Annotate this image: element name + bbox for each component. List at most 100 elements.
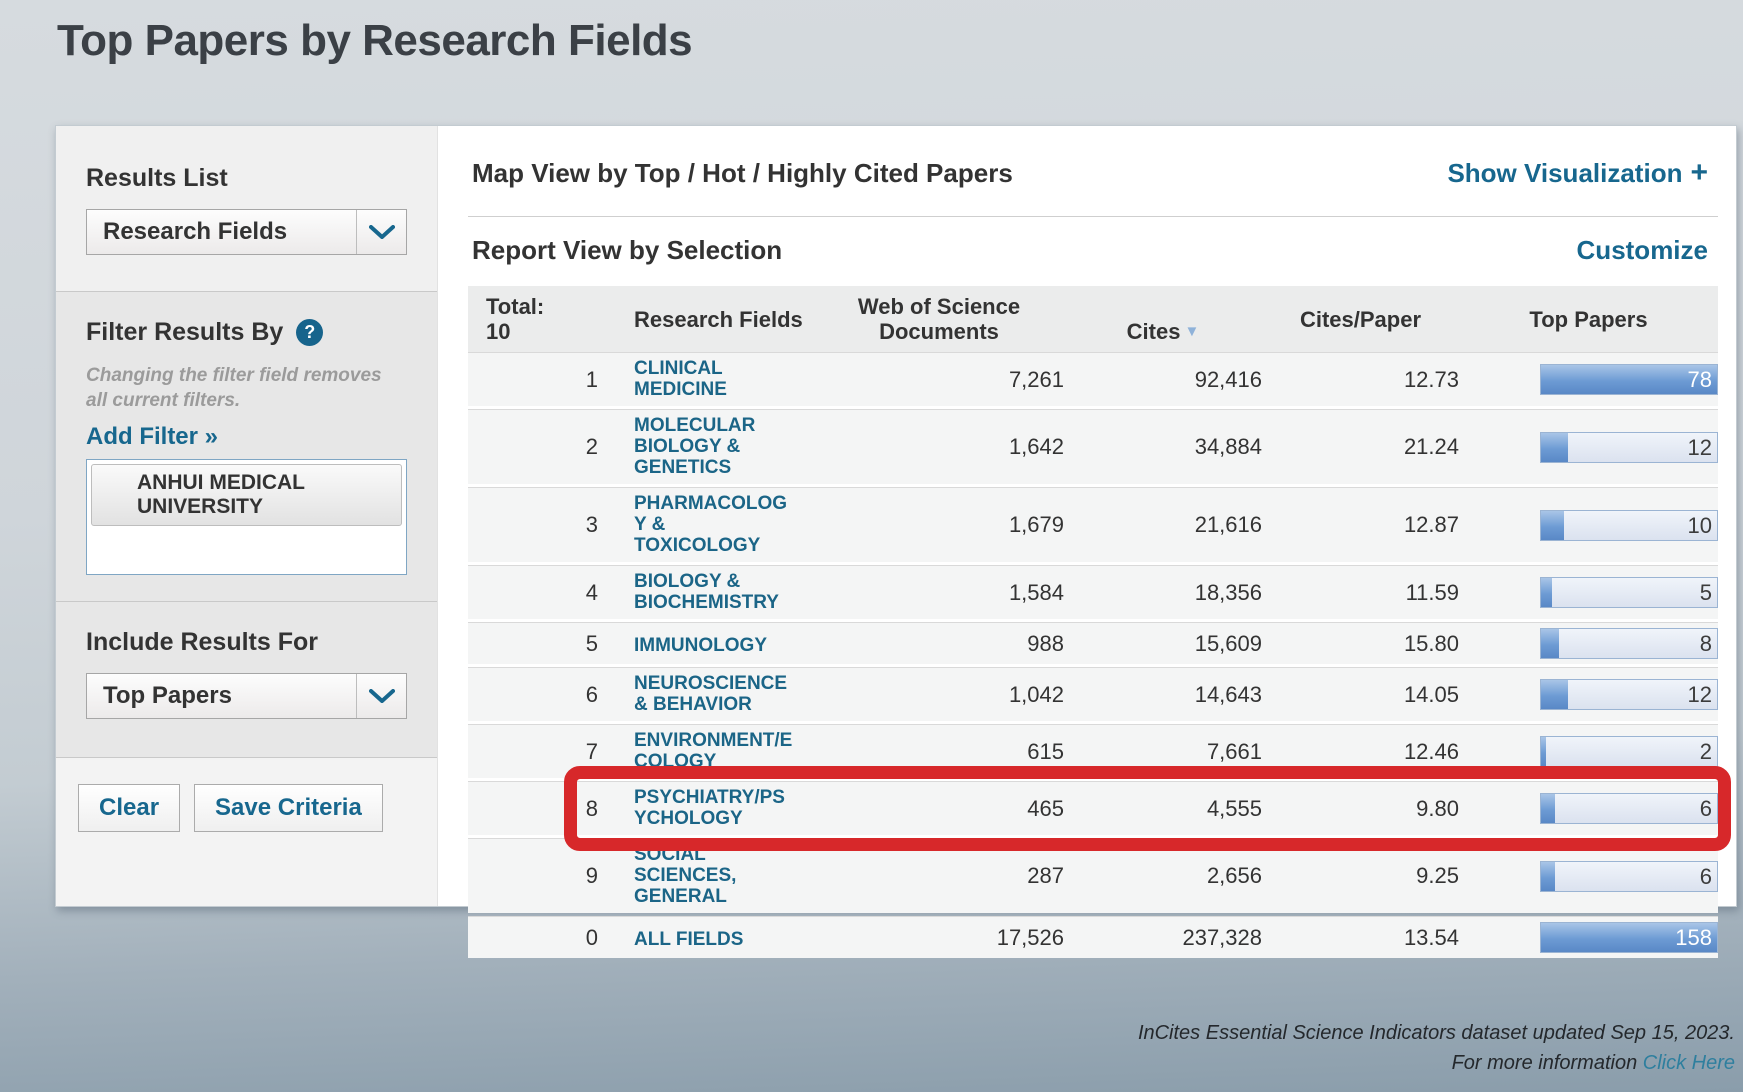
top-papers-bar: 5 [1540,577,1718,608]
top-papers-bar-fill [1541,365,1717,394]
top-papers-bar-fill [1541,680,1569,709]
row-cites: 7,661 [1206,738,1262,764]
top-papers-bar-fill [1541,629,1560,658]
filter-note: Changing the filter field removes all cu… [86,365,382,411]
row-cites-per-paper: 12.73 [1403,366,1459,392]
plus-icon[interactable]: + [1690,156,1708,189]
top-papers-bar: 10 [1540,509,1718,541]
table-row: 1 CLINICAL MEDICINE 7,261 92,416 12.73 7… [468,352,1718,406]
top-papers-value: 78 [1687,367,1712,392]
row-rank: 6 [585,681,598,707]
top-papers-bar-fill [1541,923,1717,952]
table-row-highlighted: 8 PSYCHIATRY/PS YCHOLOGY 465 4,555 9.80 … [468,766,1731,851]
table-row: 9 SOCIAL SCIENCES, GENERAL 287 2,656 9.2… [468,838,1718,913]
top-papers-bar-fill [1541,737,1546,766]
research-field-link[interactable]: ALL FIELDS [634,928,744,950]
research-field-link[interactable]: IMMUNOLOGY [634,634,767,656]
row-wos-documents: 1,642 [1008,434,1064,459]
row-rank: 5 [585,630,598,656]
include-results-select[interactable]: Top Papers [86,673,407,719]
sort-descending-icon: ▼ [1184,323,1200,340]
page-title: Top Papers by Research Fields [57,16,693,65]
top-papers-value: 5 [1699,580,1712,605]
top-papers-bar: 2 [1540,736,1718,767]
research-field-link[interactable]: ENVIRONMENT/E COLOGY [634,730,793,772]
filter-section: Filter Results By ? Changing the filter … [56,291,437,601]
row-wos-documents: 465 [1027,795,1064,821]
row-cites-per-paper: 21.24 [1403,434,1459,459]
table-row: 4 BIOLOGY & BIOCHEMISTRY 1,584 18,356 11… [468,565,1718,619]
row-rank: 2 [585,434,598,459]
column-header-cites-per-paper[interactable]: Cites/Paper [1299,306,1422,332]
top-papers-bar: 12 [1540,679,1718,710]
results-list-heading: Results List [86,164,228,192]
click-here-link[interactable]: Click Here [1642,1052,1735,1074]
chevron-down-icon [356,674,406,718]
row-cites: 237,328 [1182,924,1262,950]
column-header-cites[interactable]: Cites ▼ [1126,319,1200,344]
help-icon[interactable]: ? [296,319,324,346]
add-filter-link[interactable]: Add Filter » [86,423,219,450]
results-list-selected-value: Research Fields [103,218,288,245]
top-papers-bar: 78 [1540,364,1718,395]
column-header-top-papers[interactable]: Top Papers [1529,306,1648,332]
row-cites-per-paper: 9.80 [1416,795,1459,821]
table-row: 3 PHARMACOLOG Y & TOXICOLOGY 1,679 21,61… [468,487,1718,562]
include-results-selected-value: Top Papers [103,682,232,709]
filter-option-anhui-medical-university[interactable]: ANHUI MEDICAL UNIVERSITY [91,464,402,526]
table-header-row: Total: 10 Research Fields Web of Science… [468,286,1718,352]
top-papers-value: 6 [1699,796,1712,821]
research-field-link[interactable]: MOLECULAR BIOLOGY & GENETICS [634,415,756,478]
row-cites-per-paper: 13.54 [1403,924,1459,950]
report-view-title: Report View by Selection [472,235,783,265]
research-field-link[interactable]: NEUROSCIENCE & BEHAVIOR [634,673,788,715]
row-cites: 2,656 [1206,863,1262,888]
sidebar: Results List Research Fields Filter Resu… [56,126,438,906]
sidebar-actions: Clear Save Criteria [56,757,437,906]
top-papers-bar: 158 [1540,922,1718,953]
show-visualization-link[interactable]: Show Visualization [1447,157,1683,188]
top-papers-value: 12 [1687,434,1712,460]
row-rank: 9 [585,863,598,888]
research-field-link[interactable]: CLINICAL MEDICINE [634,358,727,400]
clear-button[interactable]: Clear [78,784,181,832]
top-papers-bar-fill [1541,861,1555,891]
row-wos-documents: 1,042 [1008,681,1064,707]
top-papers-bar: 12 [1540,431,1718,463]
top-papers-value: 8 [1699,631,1712,656]
table-row: 0 ALL FIELDS 17,526 237,328 13.54 158 [468,916,1718,958]
row-wos-documents: 988 [1027,630,1064,656]
top-papers-bar: 6 [1540,793,1718,824]
row-rank: 4 [585,579,598,605]
dataset-updated-text: InCites Essential Science Indicators dat… [1137,1022,1735,1044]
row-cites: 92,416 [1194,366,1262,392]
top-papers-value: 12 [1687,682,1712,707]
main-content: Map View by Top / Hot / Highly Cited Pap… [438,126,1736,958]
column-header-research-fields[interactable]: Research Fields [634,306,803,332]
save-criteria-button[interactable]: Save Criteria [194,784,383,832]
map-view-title: Map View by Top / Hot / Highly Cited Pap… [472,157,1013,188]
top-papers-bar: 6 [1540,860,1718,892]
row-rank: 7 [585,738,598,764]
top-papers-value: 6 [1699,863,1712,889]
row-wos-documents: 7,261 [1008,366,1064,392]
research-field-link[interactable]: PSYCHIATRY/PS YCHOLOGY [634,787,785,829]
results-table: Total: 10 Research Fields Web of Science… [468,286,1731,958]
row-cites-per-paper: 12.46 [1403,738,1459,764]
results-list-select[interactable]: Research Fields [86,209,407,255]
column-header-wos-documents[interactable]: Web of Science Documents [857,294,1021,344]
row-cites-per-paper: 12.87 [1403,512,1459,537]
row-cites: 21,616 [1194,512,1262,537]
research-field-link[interactable]: PHARMACOLOG Y & TOXICOLOGY [634,493,788,556]
customize-link[interactable]: Customize [1576,235,1708,265]
filter-listbox[interactable]: ANHUI MEDICAL UNIVERSITY [86,459,407,575]
top-papers-bar: 8 [1540,628,1718,659]
research-field-link[interactable]: SOCIAL SCIENCES, GENERAL [634,844,737,907]
row-wos-documents: 615 [1027,738,1064,764]
top-papers-bar-fill [1541,578,1553,607]
table-row: 2 MOLECULAR BIOLOGY & GENETICS 1,642 34,… [468,409,1718,484]
research-field-link[interactable]: BIOLOGY & BIOCHEMISTRY [634,571,779,613]
row-cites-per-paper: 15.80 [1403,630,1459,656]
top-papers-value: 158 [1675,925,1712,950]
table-row: 7 ENVIRONMENT/E COLOGY 615 7,661 12.46 2 [468,724,1718,778]
